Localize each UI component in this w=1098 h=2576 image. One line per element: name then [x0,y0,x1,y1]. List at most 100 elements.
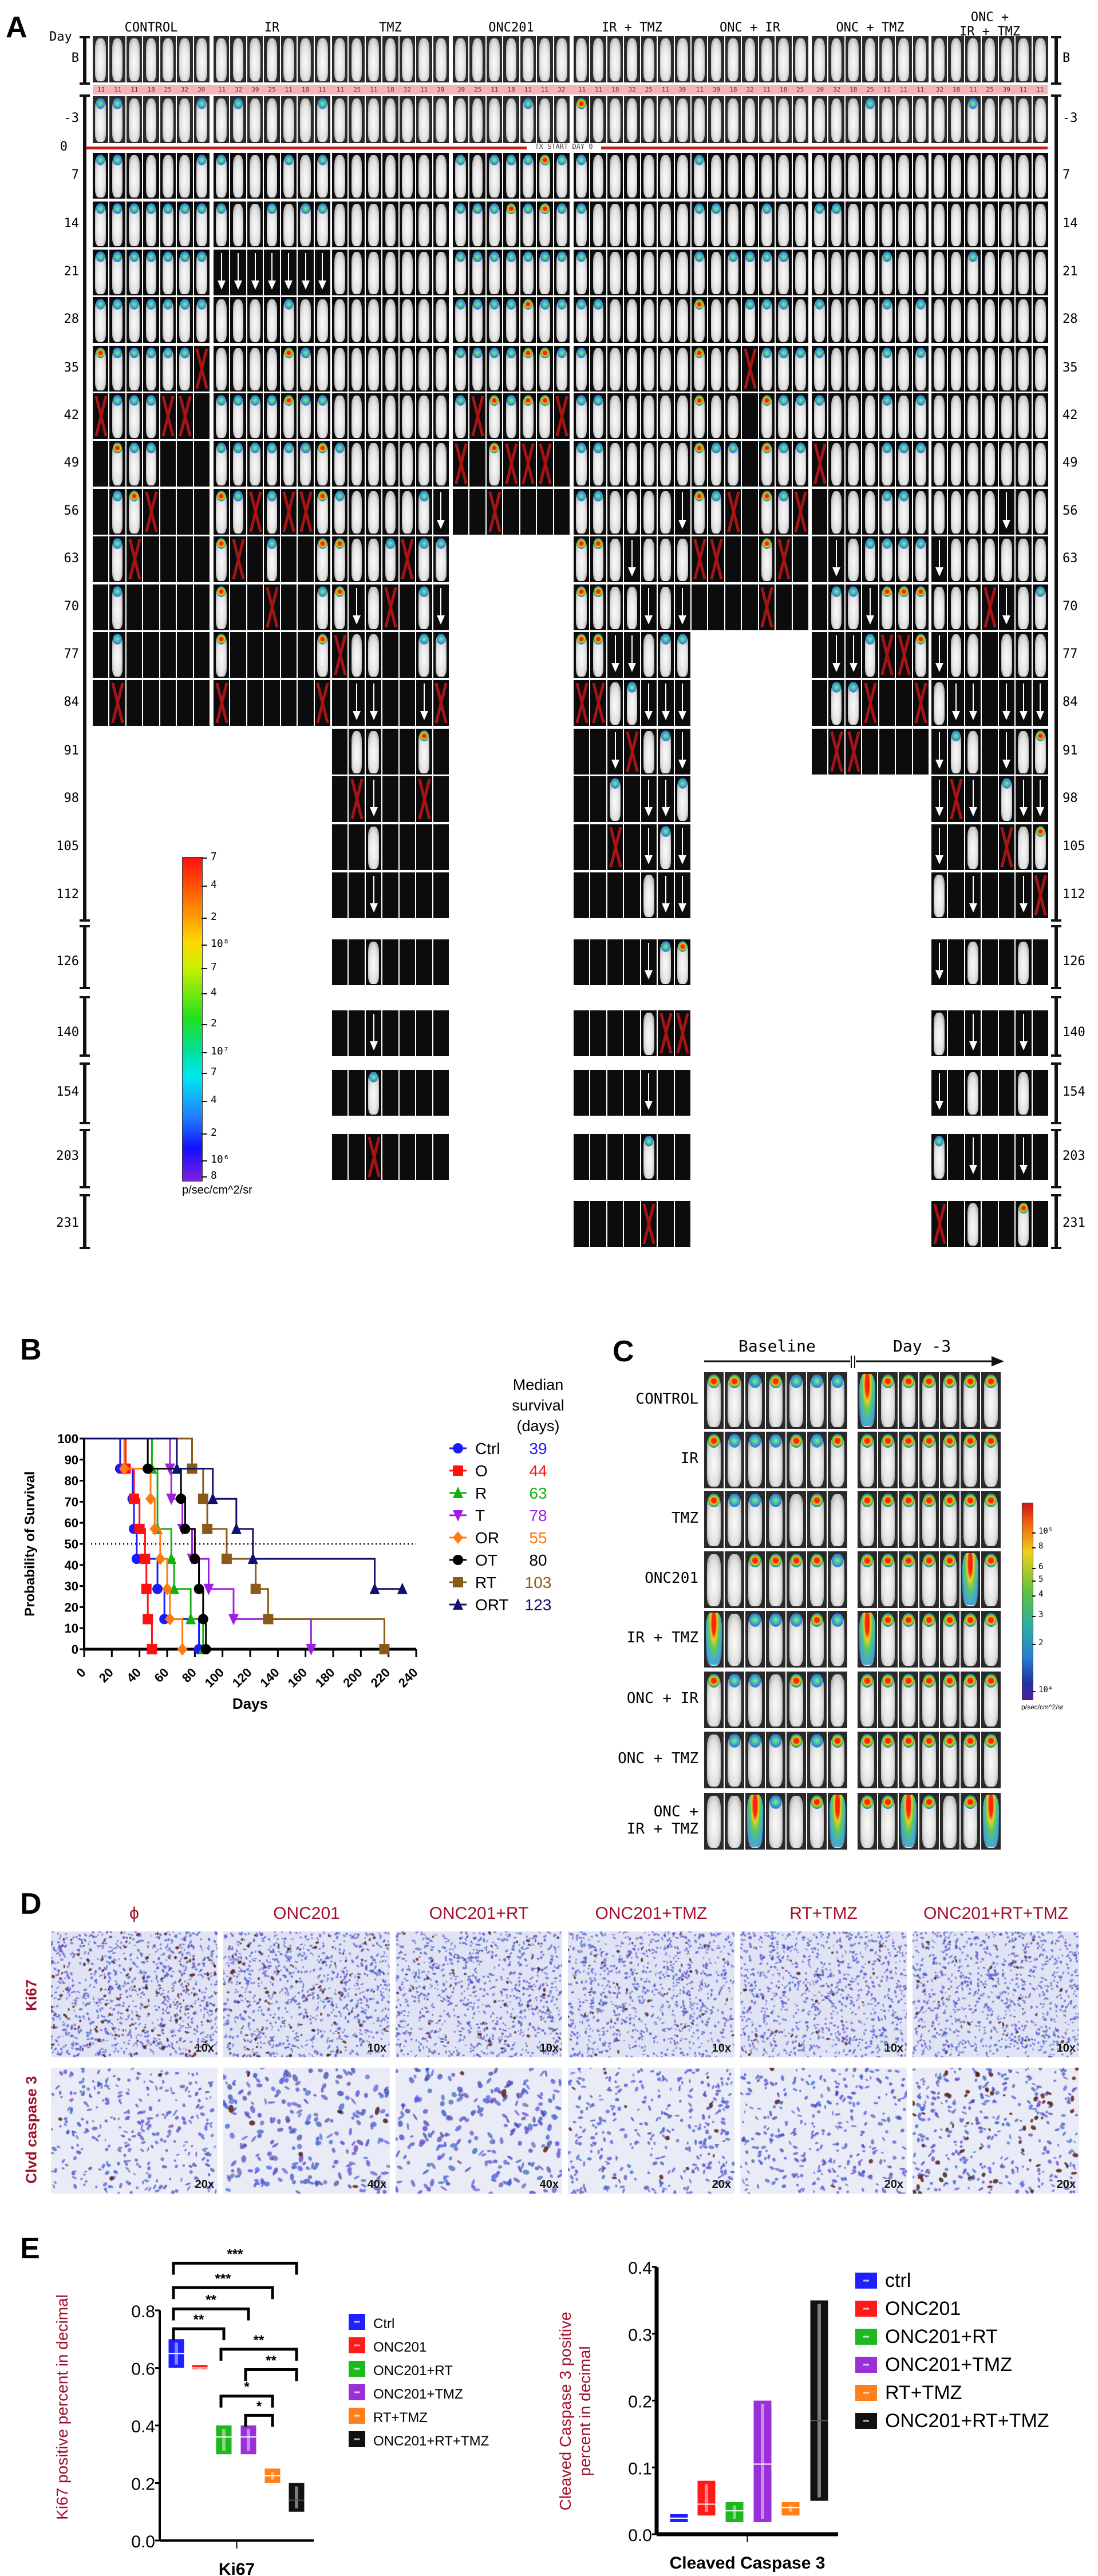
mouse-cell [931,776,947,822]
mouse-image [1018,827,1029,869]
mouse-cell [193,96,210,143]
down-arrow-icon [849,635,858,672]
colorbar-tick-mark [202,1052,207,1053]
mouse-cell [913,680,929,726]
mouse-image [677,98,688,142]
mouse-image [864,348,876,390]
high-signal-spot [762,538,772,550]
high-signal-spot [489,395,499,406]
mouse-cell [674,584,690,630]
mouse-image [368,491,379,534]
mouse-image [967,299,978,342]
mouse-id: 11 [661,86,670,93]
timepoint-row [332,1070,449,1116]
mouse-image [922,1674,936,1727]
magnification-label: 40x [367,2178,386,2191]
mouse-cell [961,1793,980,1850]
mouse-image [216,299,227,342]
mouse-image [593,587,604,629]
mouse-cell [554,441,570,487]
colorbar-tick-mark [202,918,207,919]
micrograph-texture [740,1931,907,2057]
low-signal-spot [557,347,566,359]
low-signal-spot [318,586,327,598]
mouse-cell [93,153,109,199]
mouse-cell [365,824,382,870]
mouse-image [418,491,430,534]
mouse-cell [692,346,708,392]
mouse-cell [913,153,929,199]
mouse-id: 39 [457,86,465,93]
mouse-id: 11 [595,86,603,93]
timepoint-row [931,1070,1048,1116]
mouse-image [145,38,157,81]
survival-point [198,1494,208,1504]
day-axis-segment [1051,36,1061,85]
mouse-image [881,1674,895,1727]
mouse-image [848,396,859,438]
mouse-cell [742,250,758,295]
down-arrow-icon [420,683,428,720]
survival-point [149,1522,160,1535]
mouse-cell [109,393,125,439]
mouse-image [950,731,962,773]
mouse-image [744,299,756,342]
mouse-image [112,38,123,81]
mouse-cell [624,297,640,343]
mouse-image [943,1734,957,1787]
mouse-image [402,491,413,534]
high-signal-spot [965,1374,976,1388]
mouse-cell [314,202,330,247]
day-axis-segment [1051,1062,1061,1124]
mouse-image [402,299,413,342]
mouse-cell [792,346,808,392]
mouse-cell [453,489,469,535]
high-signal-spot [770,1553,781,1567]
mouse-image [368,443,379,485]
mouse-image [882,348,892,390]
low-signal-spot [456,347,465,359]
ihc-micrograph: 20x [568,2068,734,2194]
y-tick-label: 40 [65,1558,78,1573]
mouse-cell [230,632,246,678]
panel-label-e: E [20,2232,40,2265]
range-bar [725,2502,744,2522]
mouse-cell [520,250,536,295]
mouse-cell [792,393,808,439]
mouse-cell [828,729,844,775]
mouse-cell [143,153,159,199]
mouse-cell [332,680,348,726]
colorbar-tick-label: 5 [1038,1575,1044,1584]
timepoint-row [574,1010,690,1056]
mouse-image [523,98,534,142]
mouse-cell [503,36,519,82]
down-arrow-icon [437,492,445,529]
imaging-row-baseline [704,1491,847,1548]
mouse-image [761,396,772,438]
mouse-cell [332,776,348,822]
mouse-id: 11 [114,86,122,93]
mouse-image [283,204,294,246]
mouse-image [626,443,638,485]
day-label-right: 77 [1063,647,1078,661]
down-arrow-icon [969,1137,977,1174]
mouse-image [984,1554,998,1607]
mouse-cell [433,153,449,199]
mouse-cell [554,96,570,143]
mouse-cell [725,297,741,343]
mouse-cell [878,1372,898,1429]
low-signal-spot [217,442,226,454]
high-signal-spot [811,1795,823,1809]
mouse-cell [858,1611,877,1668]
mouse-image [505,204,517,246]
timepoint-row [931,872,1048,918]
mouse-cell [193,441,210,487]
mouse-image [660,443,672,485]
mouse-cell [230,36,246,82]
imaging-row-day-minus3 [858,1551,1001,1608]
mouse-cell [879,96,895,143]
low-signal-spot [770,1795,781,1809]
mouse-image [418,587,430,629]
mouse-cell [298,441,314,487]
mouse-cell [658,393,674,439]
